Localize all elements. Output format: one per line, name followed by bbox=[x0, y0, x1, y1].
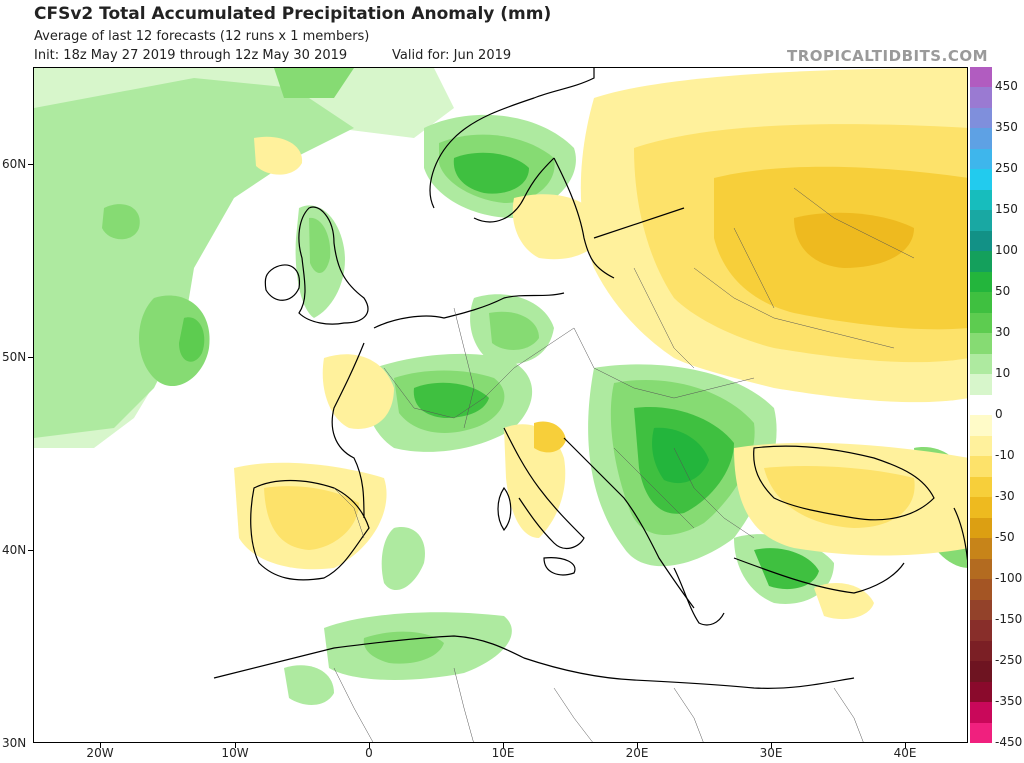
colorbar-swatch bbox=[970, 579, 992, 600]
map-canvas bbox=[34, 68, 967, 742]
colorbar-swatch bbox=[970, 230, 992, 252]
lon-label-10e: 10E bbox=[491, 746, 515, 760]
colorbar-label: 350 bbox=[995, 120, 1018, 135]
colorbar-label: 10 bbox=[995, 366, 1011, 381]
lon-tick bbox=[100, 743, 101, 748]
lon-label-20e: 20E bbox=[625, 746, 649, 760]
lat-label-40n: 40N bbox=[2, 543, 27, 557]
colorbar-swatch bbox=[970, 292, 992, 313]
colorbar-swatch bbox=[970, 87, 992, 108]
colorbar-swatch bbox=[970, 169, 992, 190]
colorbar-swatch bbox=[970, 271, 992, 293]
init-text: Init: 18z May 27 2019 through 12z May 30… bbox=[34, 48, 348, 63]
colorbar-swatch bbox=[970, 661, 992, 682]
coastlines bbox=[213, 68, 967, 689]
colorbar-swatch bbox=[970, 128, 992, 149]
colorbar-label: 0 bbox=[995, 407, 1003, 422]
lon-label-30e: 30E bbox=[759, 746, 783, 760]
colorbar-label: -250 bbox=[995, 653, 1023, 668]
borders bbox=[333, 187, 915, 742]
colorbar-label: 450 bbox=[995, 79, 1018, 94]
lon-tick bbox=[369, 743, 370, 748]
colorbar-label: -10 bbox=[995, 448, 1015, 463]
lon-tick bbox=[905, 743, 906, 748]
colorbar-swatch bbox=[970, 476, 992, 498]
colorbar-label: 150 bbox=[995, 202, 1018, 217]
lat-tick bbox=[28, 357, 33, 358]
colorbar-label: 50 bbox=[995, 284, 1011, 299]
colorbar-swatch bbox=[970, 702, 992, 723]
colorbar-swatch bbox=[970, 251, 992, 272]
valid-text: Valid for: Jun 2019 bbox=[392, 48, 512, 63]
colorbar-swatch bbox=[970, 517, 992, 539]
lat-label-50n: 50N bbox=[2, 350, 27, 364]
lon-label-10w: 10W bbox=[221, 746, 249, 760]
colorbar-swatch bbox=[970, 435, 992, 457]
lon-label-40e: 40E bbox=[893, 746, 917, 760]
colorbar-swatch bbox=[970, 312, 992, 334]
colorbar-label: -150 bbox=[995, 612, 1023, 627]
colorbar-swatch bbox=[970, 210, 992, 231]
colorbar-swatch bbox=[970, 599, 992, 621]
lon-label-20w: 20W bbox=[86, 746, 114, 760]
colorbar-swatch bbox=[970, 558, 992, 580]
colorbar-swatch bbox=[970, 722, 992, 743]
colorbar-swatch bbox=[970, 353, 992, 375]
lat-label-30n: 30N bbox=[2, 736, 27, 750]
colorbar-label: 250 bbox=[995, 161, 1018, 176]
lon-tick bbox=[637, 743, 638, 748]
anomaly-fields bbox=[34, 68, 967, 705]
colorbar-swatch bbox=[970, 681, 992, 703]
colorbar-label: 30 bbox=[995, 325, 1011, 340]
colorbar-label: -50 bbox=[995, 530, 1015, 545]
colorbar-swatch bbox=[970, 640, 992, 662]
colorbar-swatch bbox=[970, 394, 992, 416]
lat-label-60n: 60N bbox=[2, 157, 27, 171]
colorbar-label: -100 bbox=[995, 571, 1023, 586]
lat-tick bbox=[28, 550, 33, 551]
lon-tick bbox=[503, 743, 504, 748]
colorbar bbox=[970, 67, 992, 743]
colorbar-label: 100 bbox=[995, 243, 1018, 258]
colorbar-swatch bbox=[970, 497, 992, 518]
lon-label-0: 0 bbox=[365, 746, 373, 760]
lat-tick bbox=[28, 164, 33, 165]
map-subtitle: Average of last 12 forecasts (12 runs x … bbox=[34, 29, 370, 44]
lon-tick bbox=[771, 743, 772, 748]
colorbar-swatch bbox=[970, 538, 992, 559]
colorbar-swatch bbox=[970, 620, 992, 641]
colorbar-swatch bbox=[970, 189, 992, 211]
colorbar-swatch bbox=[970, 415, 992, 436]
colorbar-swatch bbox=[970, 333, 992, 354]
colorbar-label: -30 bbox=[995, 489, 1015, 504]
colorbar-label: -350 bbox=[995, 694, 1023, 709]
map-title: CFSv2 Total Accumulated Precipitation An… bbox=[34, 4, 552, 24]
colorbar-label: -450 bbox=[995, 735, 1023, 749]
lon-tick bbox=[235, 743, 236, 748]
brand-watermark: TROPICALTIDBITS.COM bbox=[787, 47, 988, 65]
colorbar-swatch bbox=[970, 148, 992, 170]
colorbar-swatch bbox=[970, 456, 992, 477]
colorbar-swatch bbox=[970, 107, 992, 129]
colorbar-swatch bbox=[970, 67, 992, 88]
anomaly-map bbox=[33, 67, 968, 743]
colorbar-swatch bbox=[970, 374, 992, 395]
